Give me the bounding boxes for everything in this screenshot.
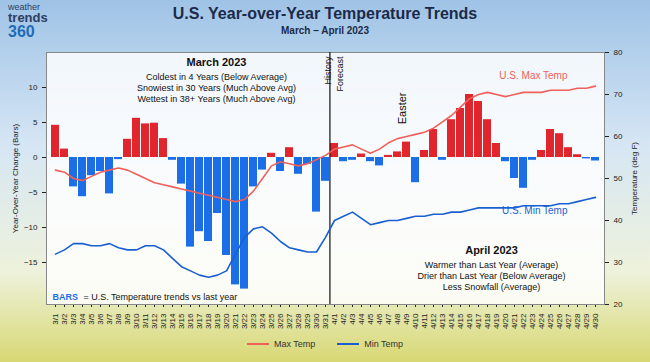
svg-text:4/25: 4/25 bbox=[546, 313, 555, 329]
svg-text:3/16: 3/16 bbox=[186, 313, 195, 329]
svg-text:3/31: 3/31 bbox=[321, 313, 330, 329]
svg-text:March 2023: March 2023 bbox=[187, 56, 247, 68]
svg-text:3/20: 3/20 bbox=[222, 313, 231, 329]
svg-text:Temperature (deg F): Temperature (deg F) bbox=[630, 142, 639, 215]
svg-text:4/7: 4/7 bbox=[384, 313, 393, 325]
svg-text:4/3: 4/3 bbox=[348, 313, 357, 325]
svg-text:Coldest in 4 Years (Below Aver: Coldest in 4 Years (Below Average)Snowie… bbox=[137, 72, 296, 104]
svg-text:3/29: 3/29 bbox=[303, 313, 312, 329]
svg-text:3/11: 3/11 bbox=[141, 313, 150, 329]
svg-text:Easter: Easter bbox=[396, 92, 408, 124]
html-text:March – April 2023: March – April 2023 bbox=[281, 25, 369, 36]
svg-text:4/23: 4/23 bbox=[528, 313, 537, 329]
svg-text:U.S. Max Temp: U.S. Max Temp bbox=[499, 70, 568, 81]
svg-text:4/12: 4/12 bbox=[429, 313, 438, 329]
svg-text:April 2023: April 2023 bbox=[465, 244, 518, 256]
svg-text:4/24: 4/24 bbox=[537, 313, 546, 329]
svg-text:4/26: 4/26 bbox=[555, 313, 564, 329]
svg-text:3/9: 3/9 bbox=[123, 313, 132, 325]
svg-text:−15: −15 bbox=[24, 258, 38, 267]
svg-text:4/20: 4/20 bbox=[501, 313, 510, 329]
svg-text:3/26: 3/26 bbox=[276, 313, 285, 329]
svg-text:4/4: 4/4 bbox=[357, 313, 366, 325]
svg-text:4/9: 4/9 bbox=[402, 313, 411, 325]
svg-text:30: 30 bbox=[614, 258, 623, 267]
html-text:weather: weather bbox=[8, 2, 40, 12]
svg-text:4/17: 4/17 bbox=[474, 313, 483, 329]
html-text:trends: trends bbox=[8, 9, 48, 25]
svg-text:4/8: 4/8 bbox=[393, 313, 402, 325]
svg-text:4/1: 4/1 bbox=[330, 313, 339, 325]
html-text:Min Temp: Min Temp bbox=[364, 339, 404, 349]
svg-text:4/22: 4/22 bbox=[519, 313, 528, 329]
svg-text:3/4: 3/4 bbox=[78, 313, 87, 325]
svg-text:4/13: 4/13 bbox=[438, 313, 447, 329]
svg-text:4/18: 4/18 bbox=[483, 313, 492, 329]
svg-text:3/6: 3/6 bbox=[96, 313, 105, 325]
svg-text:70: 70 bbox=[614, 90, 623, 99]
svg-text:4/10: 4/10 bbox=[411, 313, 420, 329]
svg-text:3/12: 3/12 bbox=[150, 313, 159, 329]
svg-text:3/21: 3/21 bbox=[231, 313, 240, 329]
svg-text:Warmer than Last Year (Average: Warmer than Last Year (Average)Drier tha… bbox=[418, 260, 566, 292]
svg-text:= U.S. Temperature trends vs l: = U.S. Temperature trends vs last year bbox=[84, 292, 238, 302]
svg-text:3/7: 3/7 bbox=[105, 313, 114, 325]
svg-text:−10: −10 bbox=[24, 223, 38, 232]
svg-text:3/14: 3/14 bbox=[168, 313, 177, 329]
svg-text:3/22: 3/22 bbox=[240, 313, 249, 329]
svg-text:U.S. Min Temp: U.S. Min Temp bbox=[502, 205, 568, 216]
svg-text:3/28: 3/28 bbox=[294, 313, 303, 329]
svg-text:History: History bbox=[323, 56, 333, 85]
svg-text:3/2: 3/2 bbox=[60, 313, 69, 325]
svg-text:3/15: 3/15 bbox=[177, 313, 186, 329]
svg-text:Forecast: Forecast bbox=[335, 56, 345, 92]
html-text:360: 360 bbox=[8, 22, 35, 40]
svg-text:80: 80 bbox=[614, 48, 623, 57]
svg-text:4/5: 4/5 bbox=[366, 313, 375, 325]
svg-text:Year-Over-Year Change (Bars): Year-Over-Year Change (Bars) bbox=[11, 124, 20, 234]
svg-text:3/17: 3/17 bbox=[195, 313, 204, 329]
svg-text:3/10: 3/10 bbox=[132, 313, 141, 329]
svg-text:3/3: 3/3 bbox=[69, 313, 78, 325]
svg-text:3/1: 3/1 bbox=[51, 313, 60, 325]
svg-text:4/6: 4/6 bbox=[375, 313, 384, 325]
svg-text:3/24: 3/24 bbox=[258, 313, 267, 329]
svg-text:0: 0 bbox=[33, 153, 38, 162]
svg-text:BARS: BARS bbox=[53, 292, 79, 302]
svg-text:3/8: 3/8 bbox=[114, 313, 123, 325]
svg-text:3/30: 3/30 bbox=[312, 313, 321, 329]
svg-text:50: 50 bbox=[614, 174, 623, 183]
svg-text:3/18: 3/18 bbox=[204, 313, 213, 329]
svg-text:4/28: 4/28 bbox=[573, 313, 582, 329]
svg-text:40: 40 bbox=[614, 216, 623, 225]
svg-text:10: 10 bbox=[29, 83, 38, 92]
svg-text:4/14: 4/14 bbox=[447, 313, 456, 329]
svg-text:60: 60 bbox=[614, 132, 623, 141]
svg-text:4/15: 4/15 bbox=[456, 313, 465, 329]
svg-text:3/27: 3/27 bbox=[285, 313, 294, 329]
svg-text:4/2: 4/2 bbox=[339, 313, 348, 325]
svg-text:4/16: 4/16 bbox=[465, 313, 474, 329]
svg-text:3/19: 3/19 bbox=[213, 313, 222, 329]
svg-text:4/19: 4/19 bbox=[492, 313, 501, 329]
html-text:U.S. Year-over-Year Temperatur: U.S. Year-over-Year Temperature Trends bbox=[172, 5, 478, 22]
svg-text:4/29: 4/29 bbox=[582, 313, 591, 329]
svg-text:4/30: 4/30 bbox=[591, 313, 600, 329]
html-text:Max Temp: Max Temp bbox=[273, 339, 316, 349]
svg-text:4/21: 4/21 bbox=[510, 313, 519, 329]
svg-text:20: 20 bbox=[614, 300, 623, 309]
svg-text:3/25: 3/25 bbox=[267, 313, 276, 329]
svg-text:3/23: 3/23 bbox=[249, 313, 258, 329]
svg-text:4/27: 4/27 bbox=[564, 313, 573, 329]
svg-text:−5: −5 bbox=[28, 188, 38, 197]
svg-text:3/13: 3/13 bbox=[159, 313, 168, 329]
svg-text:4/11: 4/11 bbox=[420, 313, 429, 329]
svg-text:5: 5 bbox=[33, 118, 38, 127]
svg-text:3/5: 3/5 bbox=[87, 313, 96, 325]
